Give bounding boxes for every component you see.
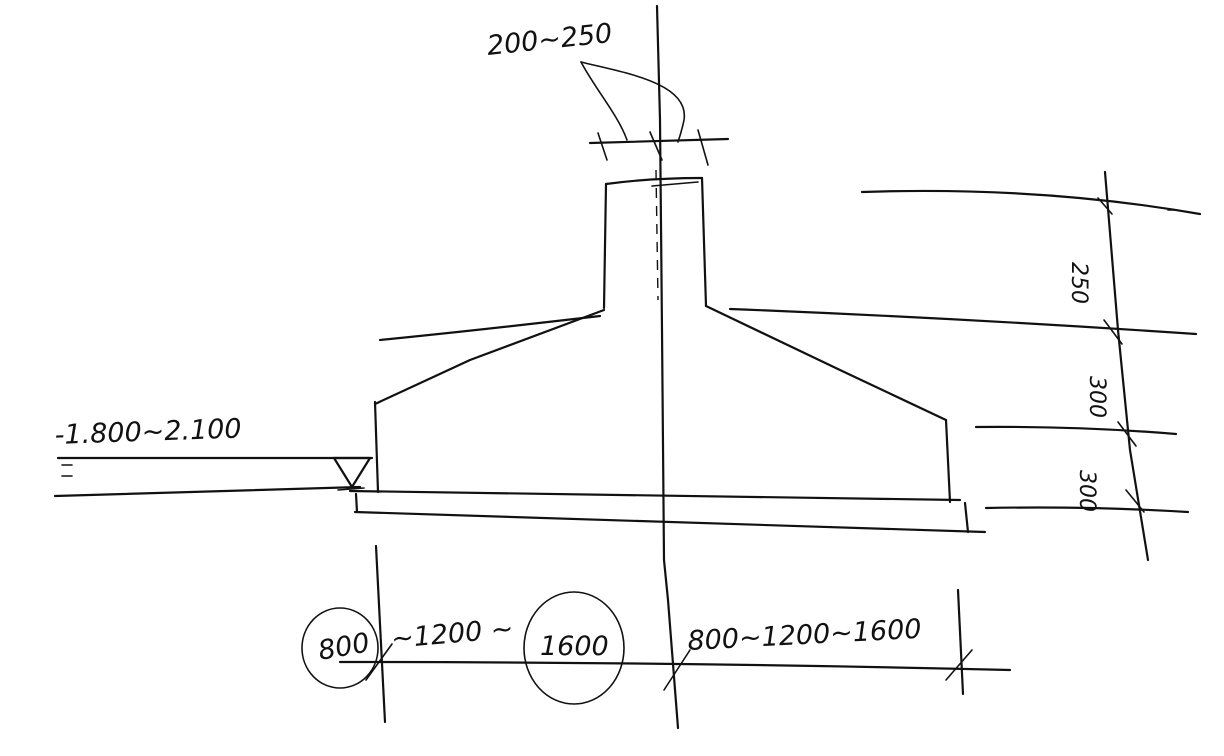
- top-label-leader-2: [580, 61, 628, 141]
- top-label-leader: [580, 61, 685, 143]
- footing-right-side: [944, 418, 952, 504]
- bottom-left-range-label: ~1200 ~: [390, 613, 515, 655]
- bottom-left-circled-label: 1600: [540, 631, 609, 662]
- right-dim-tick-4: [1125, 489, 1145, 513]
- blinding-bottom-line: [353, 510, 987, 534]
- column-top: [604, 176, 704, 186]
- level-line-top: [860, 189, 1202, 216]
- grade-line-lower: [53, 485, 362, 498]
- column-right-side: [700, 176, 708, 308]
- top-dimension-tick-left: [597, 132, 608, 161]
- circle-left-value: [301, 607, 379, 689]
- column-top-detail: [651, 181, 699, 187]
- footing-slope-right: [704, 304, 948, 422]
- top-dimension-tick-mid: [649, 131, 663, 161]
- bottom-dim-tick-right: [945, 649, 973, 681]
- right-dim-upper-label: 250: [1066, 262, 1091, 304]
- blinding-left-edge: [354, 492, 359, 514]
- bottom-dim-ext-right: [956, 588, 965, 696]
- blinding-right-edge: [963, 501, 970, 534]
- bottom-right-label: 800~1200~1600: [687, 614, 923, 657]
- circle-mid-value: [523, 591, 625, 705]
- level-line-slope-end: [974, 425, 1178, 436]
- column-left-side: [602, 182, 608, 310]
- right-dim-tick-3: [1117, 421, 1137, 447]
- elevation-marker-icon: [332, 456, 372, 489]
- top-dimension-tick-right: [697, 129, 709, 166]
- footing-slope-left: [373, 308, 606, 406]
- top-width-label: 200~250: [485, 18, 613, 62]
- footing-base-line: [348, 489, 962, 502]
- level-line-base: [984, 506, 1190, 514]
- elevation-marker-base: [337, 487, 365, 491]
- top-dimension-line: [588, 137, 730, 145]
- right-dim-middle-label: 300: [1084, 376, 1109, 418]
- footing-depth-label: -1.800~2.100: [54, 413, 242, 451]
- right-dimension-line: [1103, 170, 1150, 562]
- bottom-dimension-line: [338, 660, 1012, 672]
- right-dim-lower-label: 300: [1074, 470, 1099, 512]
- bottom-dim-ext-left: [374, 544, 387, 724]
- footing-top-level-line: [378, 314, 602, 342]
- center-axis-line: [655, 4, 680, 730]
- right-dim-tick-2: [1103, 319, 1123, 345]
- column-centerline: [655, 169, 659, 301]
- bottom-dim-tick-mid: [663, 649, 691, 691]
- level-line-footing-top: [728, 307, 1198, 336]
- footing-left-side: [373, 400, 380, 494]
- right-dim-tick-1: [1097, 197, 1113, 215]
- bottom-dim-tick-left: [365, 643, 393, 681]
